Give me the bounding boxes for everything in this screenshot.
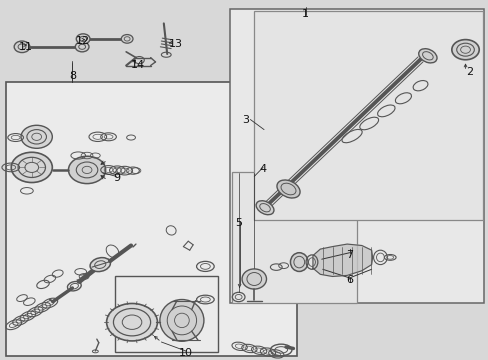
Circle shape xyxy=(121,35,133,43)
Circle shape xyxy=(106,303,157,341)
Text: 4: 4 xyxy=(259,164,266,174)
Bar xyxy=(6,82,296,356)
Circle shape xyxy=(451,40,478,60)
Ellipse shape xyxy=(160,300,203,341)
Text: 10: 10 xyxy=(179,348,192,358)
Ellipse shape xyxy=(90,258,110,271)
Bar xyxy=(229,9,483,303)
Text: 14: 14 xyxy=(131,60,145,70)
Bar xyxy=(115,276,217,352)
Text: 2: 2 xyxy=(465,67,472,77)
Text: 6: 6 xyxy=(346,275,352,285)
Text: 8: 8 xyxy=(69,71,76,81)
Circle shape xyxy=(76,34,90,44)
Text: 11: 11 xyxy=(19,42,33,52)
Text: 3: 3 xyxy=(242,114,249,125)
Polygon shape xyxy=(312,244,372,276)
Ellipse shape xyxy=(256,201,273,215)
Text: 9: 9 xyxy=(113,173,120,183)
Circle shape xyxy=(14,41,30,53)
Circle shape xyxy=(21,125,52,148)
Ellipse shape xyxy=(276,180,300,198)
Text: 13: 13 xyxy=(168,39,183,49)
Ellipse shape xyxy=(242,269,266,289)
Circle shape xyxy=(68,156,105,184)
Ellipse shape xyxy=(418,49,436,63)
Text: 12: 12 xyxy=(76,36,90,46)
Text: 5: 5 xyxy=(235,218,242,228)
Circle shape xyxy=(75,42,89,52)
Text: 7: 7 xyxy=(346,250,352,260)
Text: 1: 1 xyxy=(302,9,308,19)
Ellipse shape xyxy=(290,253,307,271)
Circle shape xyxy=(11,152,52,183)
Bar xyxy=(254,11,482,220)
Bar xyxy=(232,172,356,303)
